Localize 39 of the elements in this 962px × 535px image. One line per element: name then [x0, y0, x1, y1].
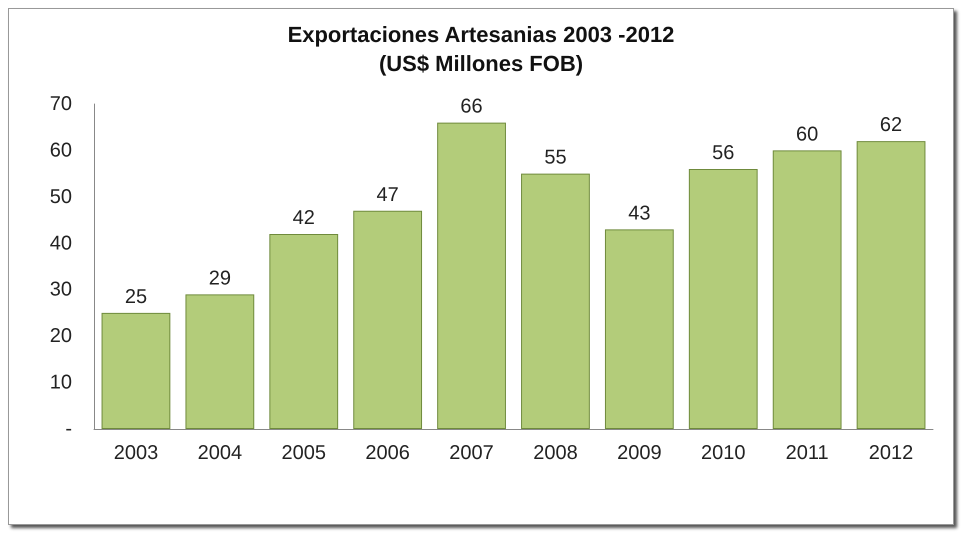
data-label: 66 [460, 96, 483, 118]
x-tick-label: 2004 [198, 442, 242, 464]
bar [688, 169, 758, 429]
data-label: 42 [292, 207, 315, 229]
data-label: 47 [376, 184, 399, 206]
data-label: 56 [712, 142, 734, 164]
bar [437, 122, 506, 429]
y-tick-label: - [65, 418, 72, 440]
x-tick-label: 2010 [701, 442, 746, 464]
data-label: 29 [208, 267, 231, 290]
y-tick-label: 40 [50, 232, 72, 254]
bar [269, 234, 338, 429]
x-tick-label: 2003 [114, 442, 158, 464]
y-tick-label: 50 [50, 186, 72, 208]
bar [772, 150, 842, 429]
data-label: 25 [124, 286, 148, 308]
y-tick-label: 30 [50, 278, 72, 301]
y-tick-label: 70 [50, 93, 72, 115]
data-label: 62 [880, 114, 902, 136]
chart-title: Exportaciones Artesanias 2003 -2012 (US$ Millones FOB) [288, 22, 674, 76]
bar [521, 174, 590, 429]
x-tick-label: 2006 [365, 442, 410, 464]
bar [102, 312, 170, 429]
bar [185, 294, 254, 429]
data-label: 55 [544, 146, 567, 169]
bar [856, 141, 926, 429]
bar [353, 210, 422, 429]
y-tick-label: 60 [50, 139, 72, 162]
x-tick-label: 2011 [786, 442, 829, 464]
y-tick-label: 20 [50, 325, 72, 348]
x-tick-label: 2007 [449, 442, 494, 464]
x-tick-label: 2008 [533, 442, 578, 464]
y-tick-label: 10 [50, 372, 72, 394]
x-tick-label: 2005 [282, 442, 326, 464]
data-label: 60 [796, 123, 818, 146]
x-tick-label: 2009 [617, 442, 662, 464]
bar [604, 229, 674, 429]
data-label: 43 [628, 202, 650, 224]
x-tick-label: 2012 [868, 442, 914, 464]
